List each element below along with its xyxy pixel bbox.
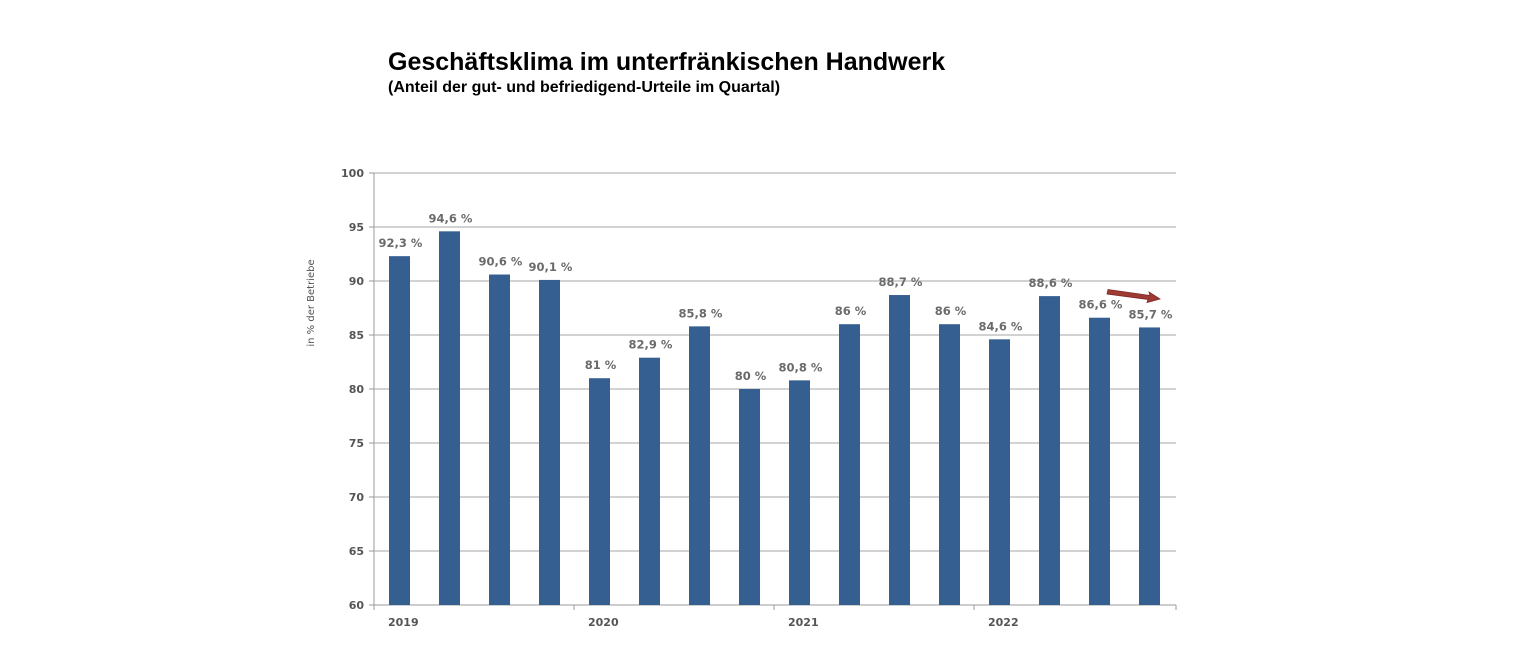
bar — [489, 274, 510, 605]
y-tick-label: 60 — [349, 599, 365, 612]
y-axis-label: in % der Betriebe — [306, 259, 317, 346]
data-label: 80,8 % — [779, 360, 823, 374]
data-label: 86 % — [835, 304, 867, 318]
x-tick-label: 2020 — [588, 616, 619, 629]
bar — [389, 256, 410, 605]
data-label: 84,6 % — [979, 319, 1023, 333]
chart-title: Geschäftsklima im unterfränkischen Handw… — [388, 48, 946, 76]
data-label: 86,6 % — [1079, 298, 1123, 312]
bar — [789, 380, 810, 605]
y-tick-label: 100 — [341, 167, 364, 180]
x-tick-label: 2019 — [388, 616, 419, 629]
chart-subtitle: (Anteil der gut- und befriedigend-Urteil… — [388, 79, 781, 96]
y-tick-label: 95 — [349, 221, 364, 234]
data-label: 94,6 % — [429, 211, 473, 225]
data-label: 88,6 % — [1029, 276, 1073, 290]
trend-arrow-icon — [1106, 289, 1161, 304]
bar — [539, 279, 560, 605]
bar — [739, 389, 760, 605]
data-label: 85,8 % — [679, 306, 723, 320]
bar — [1039, 296, 1060, 605]
y-tick-label: 75 — [349, 437, 364, 450]
data-label: 81 % — [585, 358, 617, 372]
data-label: 80 % — [735, 369, 767, 383]
data-label: 88,7 % — [879, 275, 923, 289]
bar — [1139, 327, 1160, 605]
y-tick-label: 90 — [349, 275, 365, 288]
bar — [439, 231, 460, 605]
bar — [989, 339, 1010, 605]
data-label: 90,6 % — [479, 255, 523, 269]
y-tick-label: 80 — [349, 383, 365, 396]
x-tick-label: 2022 — [988, 616, 1019, 629]
bar — [939, 324, 960, 605]
bar — [639, 357, 660, 605]
data-label: 85,7 % — [1129, 307, 1173, 321]
bar — [889, 295, 910, 605]
bar — [1089, 317, 1110, 605]
data-label: 90,1 % — [529, 260, 573, 274]
data-label: 82,9 % — [629, 338, 673, 352]
y-tick-label: 70 — [349, 491, 365, 504]
bar — [689, 326, 710, 605]
data-label: 92,3 % — [379, 236, 423, 250]
bar — [839, 324, 860, 605]
y-tick-label: 85 — [349, 329, 364, 342]
x-tick-label: 2021 — [788, 616, 819, 629]
data-label: 86 % — [935, 304, 967, 318]
y-tick-label: 65 — [349, 545, 364, 558]
bar — [589, 378, 610, 605]
